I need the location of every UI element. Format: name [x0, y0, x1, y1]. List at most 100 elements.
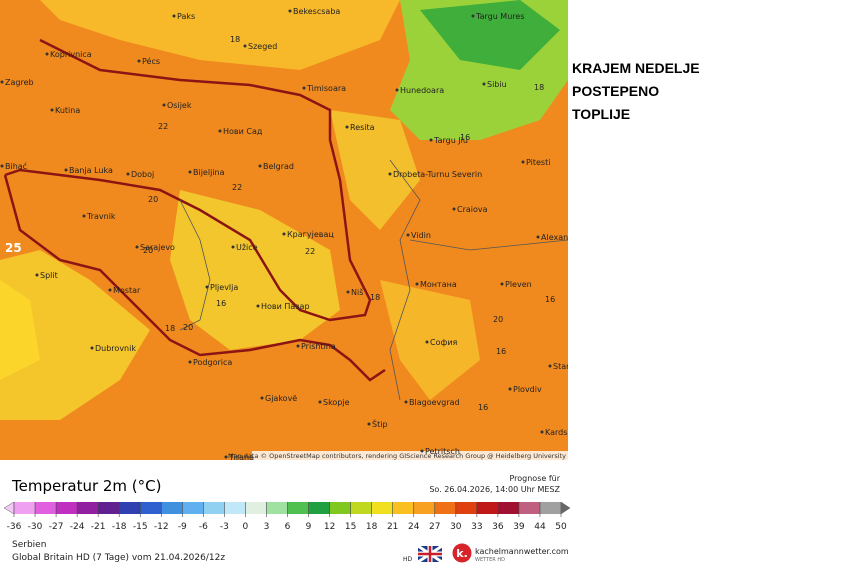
colorbar-segment	[224, 502, 246, 514]
colorbar-segment	[77, 502, 99, 514]
brand-sub: WETTER HD	[475, 557, 505, 563]
colorbar-segment	[476, 502, 499, 514]
city-dot	[548, 364, 552, 368]
logo[interactable]: k.	[452, 543, 472, 563]
city-label: Gjakovë	[265, 394, 297, 403]
city-dot	[388, 172, 392, 176]
colorbar-arrow	[3, 501, 15, 515]
temperature-label: 22	[158, 122, 168, 131]
temperature-label: 20	[143, 246, 153, 255]
temperature-label: 16	[478, 403, 488, 412]
city-label: Niš	[351, 287, 363, 297]
city-label: Podgorica	[193, 358, 232, 367]
colorbar-tick-label: 30	[450, 522, 462, 532]
city-dot	[256, 304, 260, 308]
legend-title: Temperatur 2m (°C)	[12, 477, 162, 495]
forecast-label: Prognose für	[509, 474, 560, 483]
city-dot	[540, 430, 544, 434]
city-dot	[471, 14, 475, 18]
region: Serbien	[12, 540, 47, 550]
border-line	[179, 199, 211, 331]
temperature-label: 25	[5, 241, 22, 255]
city-dot	[345, 125, 349, 129]
colorbar-segment	[308, 502, 331, 514]
headline: POSTEPENO	[572, 83, 660, 99]
city-label: Kutina	[55, 106, 80, 115]
colorbar-tick-label: 3	[264, 522, 270, 532]
colorbar-segment	[434, 502, 457, 514]
city-label: Split	[40, 271, 58, 280]
svg-text:k.: k.	[456, 547, 468, 560]
colorbar-segment	[518, 502, 541, 514]
city-dot	[137, 59, 141, 63]
colorbar-tick-label: 36	[492, 522, 504, 532]
city-label: Paks	[177, 12, 195, 21]
brand[interactable]: kachelmannwetter.com	[475, 547, 569, 556]
colorbar-segment	[539, 502, 562, 514]
cool-zone	[420, 0, 560, 70]
city-label: Hunedoara	[400, 86, 444, 95]
temperature-label: 22	[305, 247, 315, 256]
temperature-label: 20	[493, 315, 503, 324]
border-line	[409, 239, 568, 251]
city-label: Plovdiv	[513, 385, 542, 394]
city-label: Sarajevo	[140, 243, 175, 252]
colorbar-segment	[119, 502, 141, 514]
colorbar-segment	[203, 502, 225, 514]
border-line	[4, 38, 372, 322]
city-label: Bijeljina	[193, 168, 225, 177]
city-dot	[482, 82, 486, 86]
city-dot	[288, 9, 292, 13]
city-dot	[302, 86, 306, 90]
temperature-label: 16	[545, 295, 555, 304]
city-label: Prishtina	[301, 342, 336, 351]
city-dot	[218, 129, 222, 133]
warm-zone	[0, 250, 150, 420]
city-dot	[346, 290, 350, 294]
city-dot	[162, 103, 166, 107]
city-dot	[536, 235, 540, 239]
border-line	[3, 174, 386, 382]
city-label: Pleven	[505, 280, 532, 289]
colorbar-segment	[392, 502, 415, 514]
colorbar-segment	[35, 502, 57, 514]
city-label: Szeged	[248, 42, 277, 51]
colorbar-tick-label: 18	[366, 522, 378, 532]
city-dot	[231, 245, 235, 249]
city-label: Pitesti	[526, 158, 550, 167]
city-label: Pécs	[142, 56, 160, 66]
city-dot	[296, 344, 300, 348]
warm-zone	[170, 190, 340, 350]
temperature-label: 18	[370, 293, 380, 302]
colorbar-tick-label: 33	[471, 522, 482, 532]
temperature-label: 18	[230, 35, 240, 44]
temperature-label: 18	[534, 83, 544, 92]
city-label: София	[430, 338, 458, 347]
city-label: Targu Mures	[475, 12, 524, 21]
model: Global Britain HD (7 Tage) vom 21.04.202…	[12, 553, 226, 563]
city-dot	[420, 449, 424, 453]
temperature-label: 18	[165, 324, 175, 333]
city-dot	[50, 108, 54, 112]
colorbar-tick-label: 24	[408, 522, 420, 532]
colorbar-segment	[182, 502, 204, 514]
colorbar-segment	[245, 502, 267, 514]
colorbar-tick-label: -30	[28, 522, 43, 532]
city-dot	[395, 88, 399, 92]
colorbar-segment	[140, 502, 162, 514]
city-label: Craiova	[457, 205, 488, 214]
flag-icon[interactable]	[418, 546, 442, 562]
city-dot	[508, 387, 512, 391]
colorbar-tick-label: -36	[7, 522, 22, 532]
temperature-label: 16	[216, 299, 226, 308]
city-label: Нови Пазар	[261, 302, 310, 311]
city-label: Tirana	[228, 453, 254, 460]
city-label: Kardsa	[545, 428, 568, 437]
temperature-label: 16	[496, 347, 506, 356]
city-dot	[172, 14, 176, 18]
city-label: Крагујевац	[287, 230, 334, 239]
city-label: Doboj	[131, 170, 154, 179]
city-dot	[224, 455, 228, 459]
colorbar-tick-label: -3	[220, 522, 229, 532]
